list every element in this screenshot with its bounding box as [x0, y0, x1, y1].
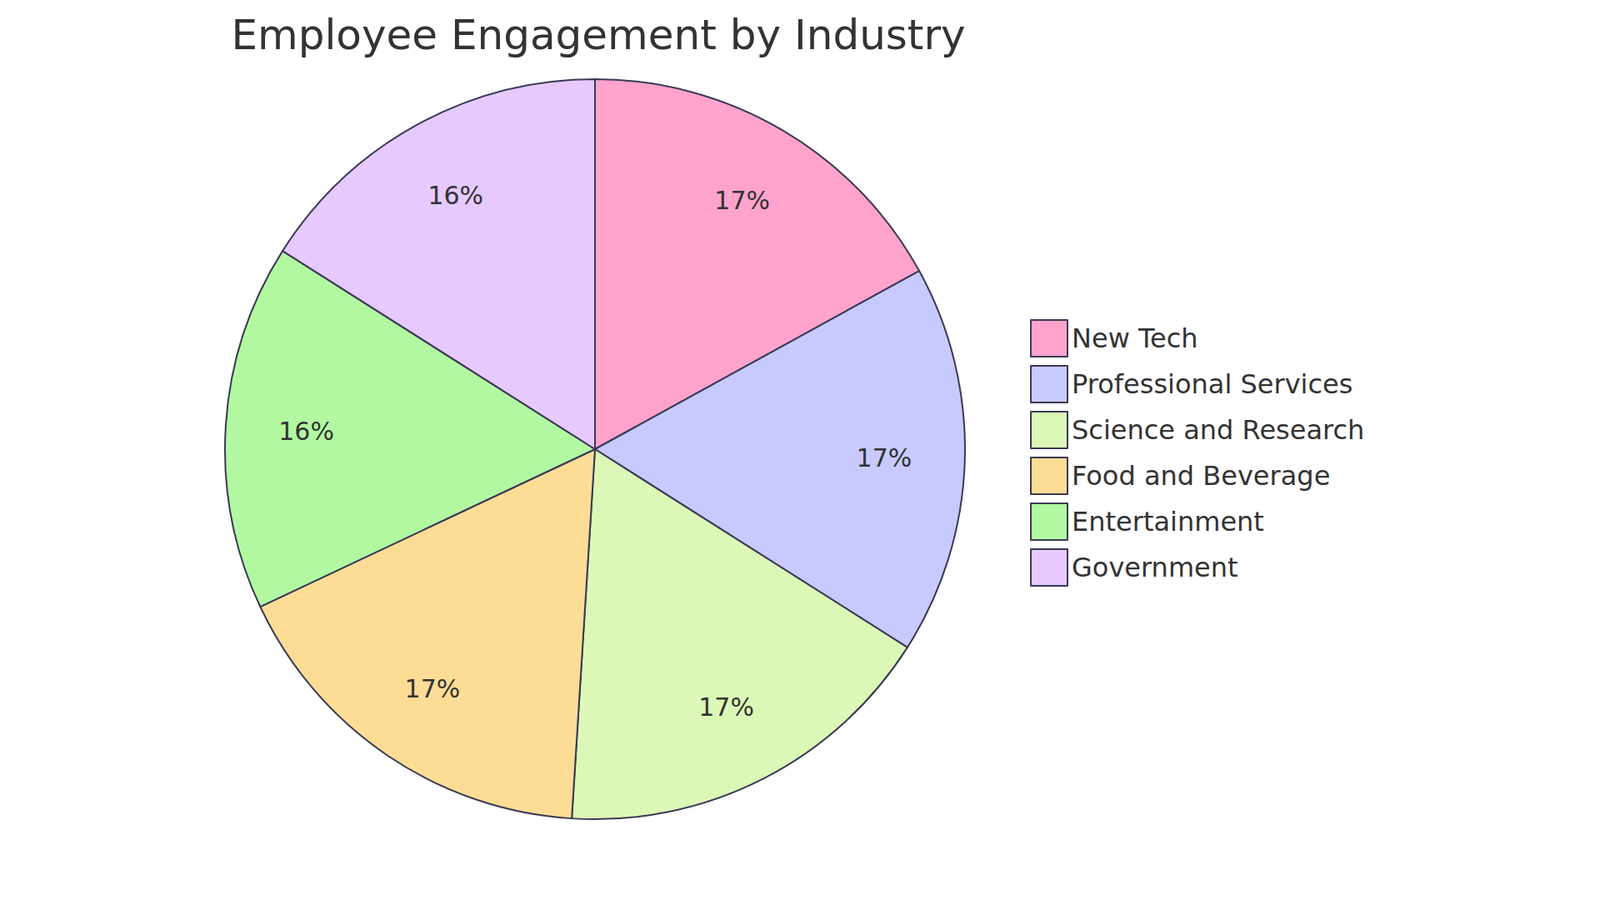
svg-text:17%: 17%	[714, 185, 770, 215]
svg-text:Professional Services: Professional Services	[1071, 368, 1353, 400]
svg-text:New Tech: New Tech	[1071, 322, 1199, 355]
svg-text:16%: 16%	[427, 180, 484, 210]
svg-text:16%: 16%	[278, 416, 335, 446]
svg-text:17%: 17%	[405, 674, 461, 704]
svg-text:17%: 17%	[698, 692, 755, 722]
svg-text:17%: 17%	[856, 443, 913, 473]
svg-text:Food and Beverage: Food and Beverage	[1071, 460, 1330, 492]
svg-text:Government: Government	[1071, 551, 1239, 584]
svg-text:Employee Engagement by Industr: Employee Engagement by Industry	[230, 10, 965, 60]
svg-text:Science and Research: Science and Research	[1071, 414, 1365, 446]
svg-text:Entertainment: Entertainment	[1071, 505, 1265, 538]
